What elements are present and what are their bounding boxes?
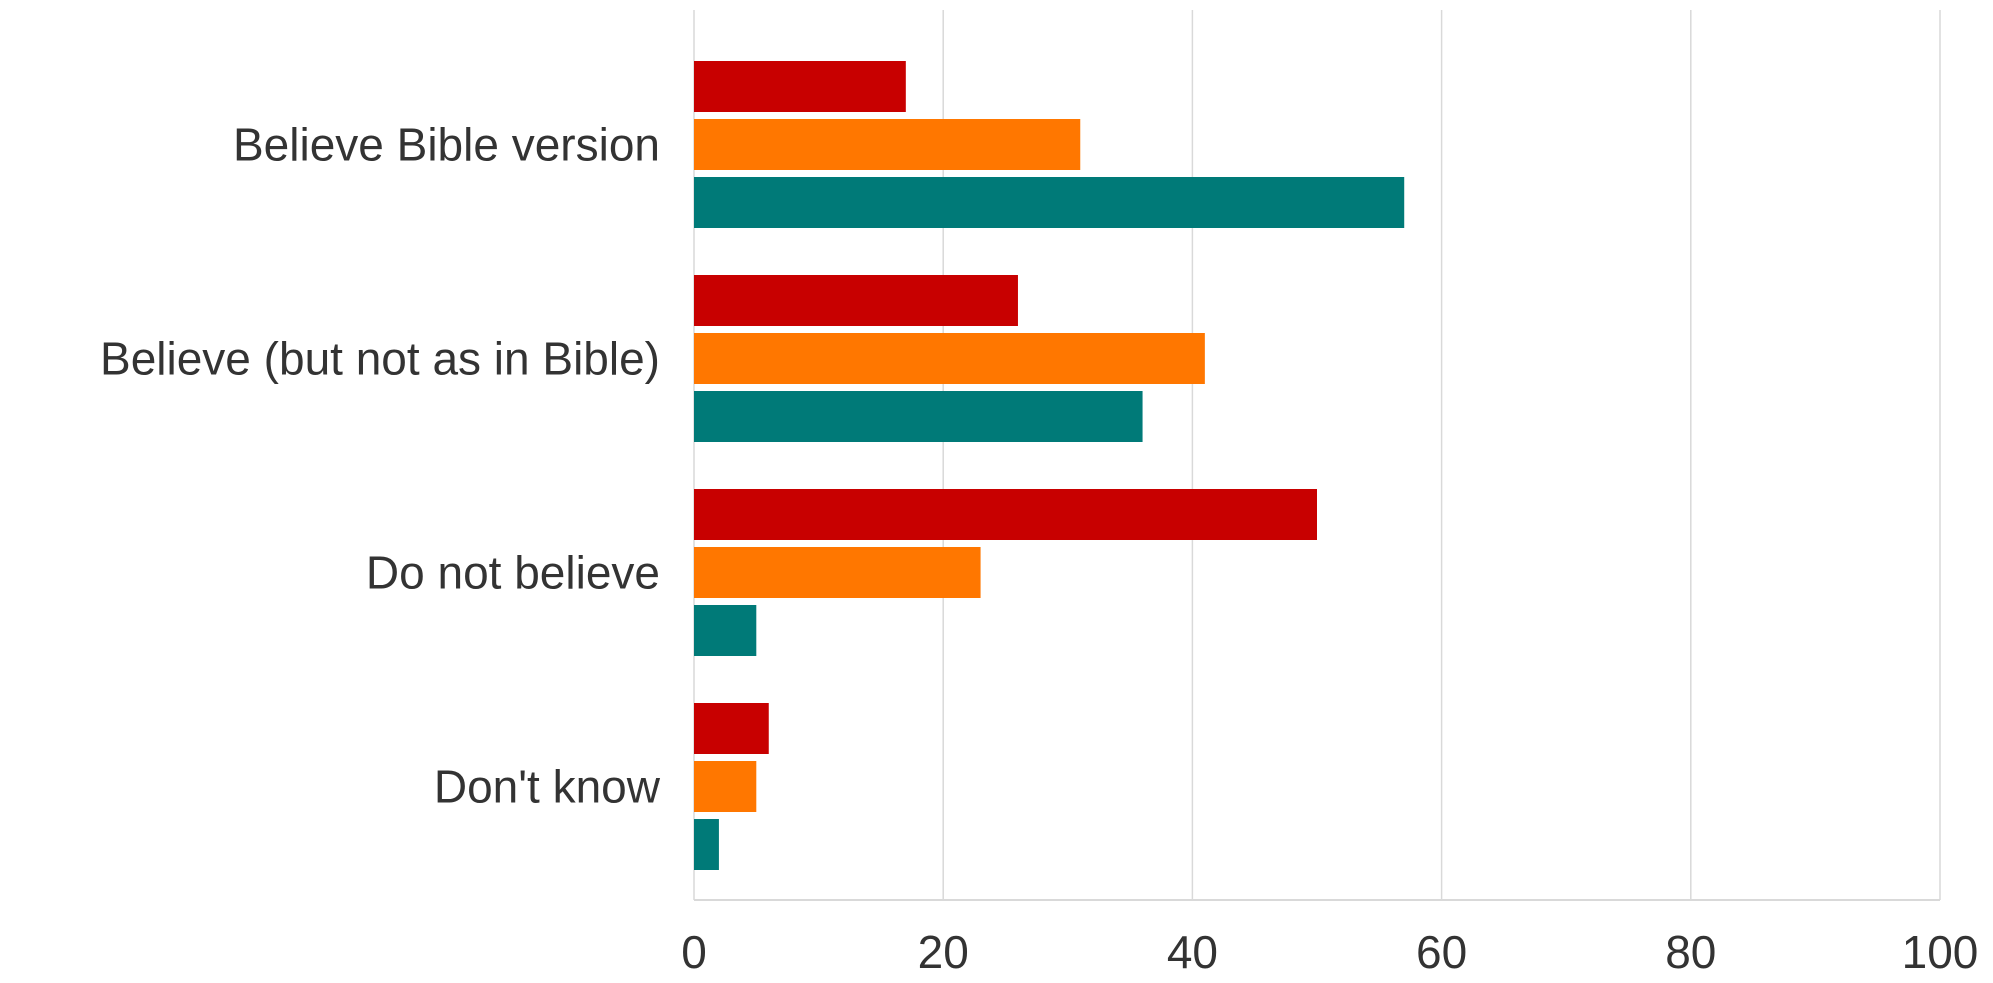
x-tick-label-60: 60 <box>1416 926 1467 978</box>
category-label: Believe (but not as in Bible) <box>100 333 660 385</box>
bars <box>694 61 1405 870</box>
bar-category-1-series-3 <box>694 177 1405 228</box>
x-axis-tick-labels: 0 20 40 60 80 100 <box>681 926 1978 978</box>
bar-category-1-series-1 <box>694 61 906 112</box>
category-label: Do not believe <box>366 547 660 599</box>
category-label: Don't know <box>434 761 661 813</box>
x-tick-label-0: 0 <box>681 926 707 978</box>
bar-category-3-series-2 <box>694 547 981 598</box>
bar-category-3-series-1 <box>694 489 1317 540</box>
bar-category-1-series-2 <box>694 119 1081 170</box>
bar-category-2-series-3 <box>694 391 1143 442</box>
x-tick-label-20: 20 <box>918 926 969 978</box>
bar-category-2-series-2 <box>694 333 1205 384</box>
bar-category-4-series-3 <box>694 819 719 870</box>
x-tick-label-80: 80 <box>1665 926 1716 978</box>
x-tick-label-40: 40 <box>1167 926 1218 978</box>
category-labels: Believe Bible version Believe (but not as… <box>100 119 661 813</box>
bar-category-4-series-1 <box>694 703 769 754</box>
bar-category-4-series-2 <box>694 761 757 812</box>
category-label: Believe Bible version <box>233 119 660 171</box>
bar-category-3-series-3 <box>694 605 757 656</box>
bar-category-2-series-1 <box>694 275 1018 326</box>
x-tick-label-100: 100 <box>1902 926 1979 978</box>
